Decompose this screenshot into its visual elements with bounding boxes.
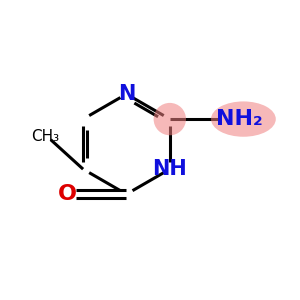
- Text: N: N: [118, 84, 135, 104]
- Text: NH₂: NH₂: [216, 109, 262, 129]
- Text: NH: NH: [152, 159, 187, 179]
- Circle shape: [154, 103, 186, 135]
- Text: CH₃: CH₃: [31, 129, 59, 144]
- Ellipse shape: [211, 101, 276, 137]
- Text: O: O: [58, 184, 77, 204]
